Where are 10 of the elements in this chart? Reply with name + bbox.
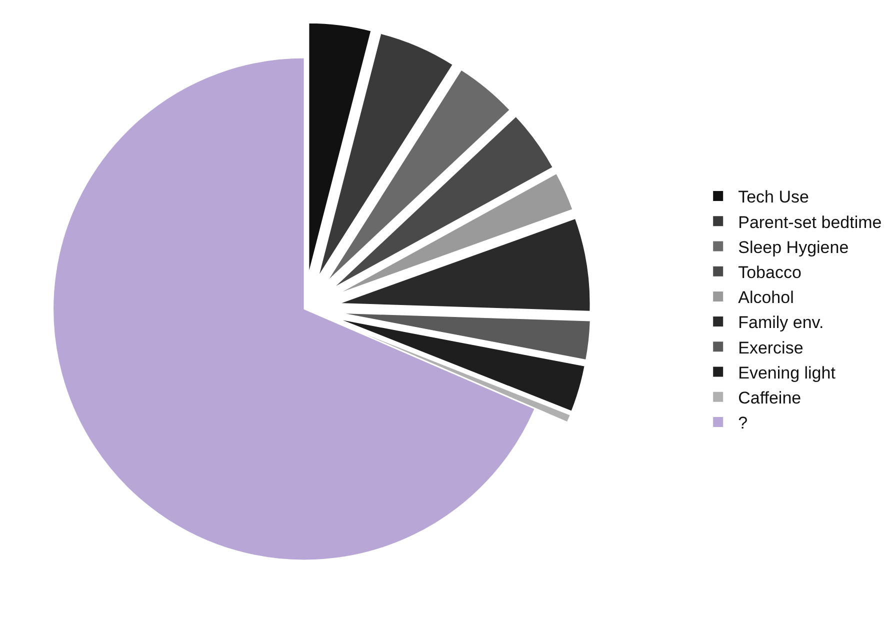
- legend-label: Alcohol: [738, 288, 794, 308]
- legend-label: Tech Use: [738, 188, 809, 207]
- legend-label: Family env.: [738, 313, 824, 332]
- legend-label: Exercise: [738, 338, 804, 358]
- legend-label: Tobacco: [738, 262, 802, 282]
- legend-label: Parent-set bedtime: [738, 212, 882, 232]
- legend-label: Caffeine: [738, 388, 802, 408]
- legend-label: ?: [738, 414, 748, 433]
- legend-label: Evening light: [738, 363, 836, 382]
- legend-label: Sleep Hygiene: [738, 238, 849, 257]
